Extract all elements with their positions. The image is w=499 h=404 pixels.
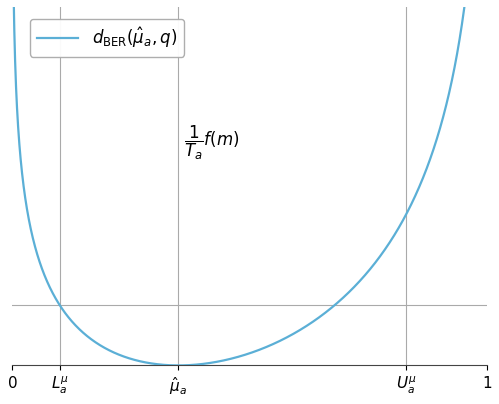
Legend: $d_{\mathrm{BER}}(\hat{\mu}_a, q)$: $d_{\mathrm{BER}}(\hat{\mu}_a, q)$ [30, 19, 184, 57]
Text: $\dfrac{1}{T_a} f(m)$: $\dfrac{1}{T_a} f(m)$ [184, 124, 240, 162]
